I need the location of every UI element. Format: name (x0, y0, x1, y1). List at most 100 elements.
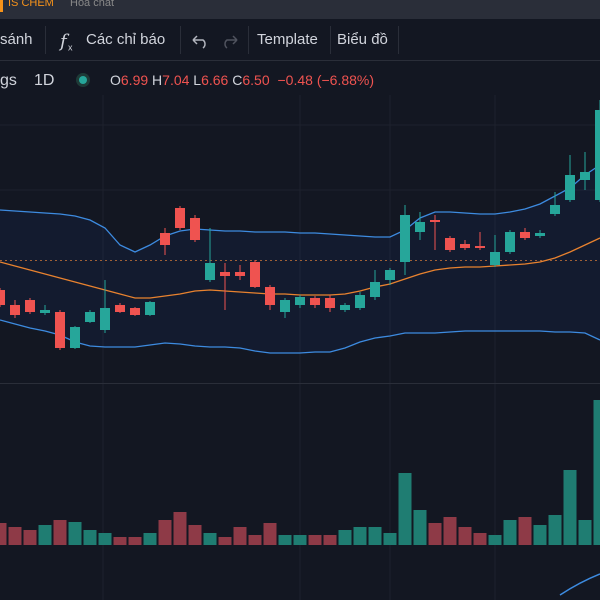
candle-body (25, 300, 35, 312)
change: −0.48 (−6.88%) (278, 72, 375, 88)
candle-body (175, 208, 185, 228)
volume-bar (488, 535, 502, 545)
volume-bar (278, 535, 292, 545)
candle-body (40, 310, 50, 313)
band-line (0, 164, 600, 253)
volume-bar (0, 523, 7, 545)
candle-body (235, 272, 245, 276)
volume-bar (98, 533, 112, 545)
candle-body (265, 287, 275, 305)
candle-body (205, 263, 215, 280)
volume-bar (473, 533, 487, 545)
label: O (110, 72, 121, 88)
volume-bar (158, 520, 172, 545)
candle-body (475, 246, 485, 248)
volume-bar (443, 517, 457, 545)
candle-body (70, 327, 80, 348)
candle-body (220, 272, 230, 276)
candle-body (490, 252, 500, 265)
indicators-button[interactable]: Các chỉ báo (86, 31, 165, 48)
candle-body (355, 295, 365, 308)
candle-body (595, 110, 600, 200)
candle-body (100, 308, 110, 330)
candle-body (460, 244, 470, 248)
value: 6.66 (201, 72, 228, 88)
candle-body (160, 233, 170, 245)
volume-bar (143, 533, 157, 545)
volume-bar (248, 535, 262, 545)
candle-body (10, 305, 20, 315)
redo-button[interactable] (224, 35, 238, 49)
candle-body (145, 302, 155, 315)
volume-bar (23, 530, 37, 545)
sector: Hóa chất (70, 0, 114, 9)
volume-bar (503, 520, 517, 545)
candle-body (85, 312, 95, 322)
volume-bar (398, 473, 412, 545)
volume-bar (323, 535, 337, 545)
legend-interval: 1D (34, 72, 54, 89)
indicator-line (559, 573, 600, 596)
candle-body (565, 175, 575, 200)
candle-body (280, 300, 290, 312)
volume-bar (128, 537, 142, 545)
volume-bar (83, 530, 97, 545)
volume-bar (293, 535, 307, 545)
symbol[interactable]: IS CHEM (8, 0, 54, 9)
compare-button[interactable]: sánh (0, 31, 33, 48)
volume-bar (578, 520, 592, 545)
value: 6.50 (242, 72, 269, 88)
volume-bar (308, 535, 322, 545)
volume-bar (593, 400, 600, 545)
chart (0, 100, 600, 545)
candle-body (130, 308, 140, 315)
legend-name: gs (0, 72, 17, 89)
chart-button[interactable]: Biểu đồ (337, 31, 388, 48)
value: 7.04 (162, 72, 189, 88)
candle-body (385, 270, 395, 280)
candle-body (400, 215, 410, 262)
volume-bar (173, 512, 187, 545)
top-bar (0, 0, 600, 18)
value: 6.99 (121, 72, 148, 88)
candle-body (310, 298, 320, 305)
volume-bar (188, 525, 202, 545)
candle-body (445, 238, 455, 250)
volume-bar (368, 527, 382, 545)
volume-bar (218, 537, 232, 545)
volume-bar (353, 527, 367, 545)
candle-body (580, 172, 590, 180)
candle-body (520, 232, 530, 238)
candle-body (55, 312, 65, 348)
volume-bar (563, 470, 577, 545)
volume-bar (8, 527, 22, 545)
label: H (152, 72, 162, 88)
band-line (0, 319, 600, 354)
candle-body (535, 233, 545, 236)
candle-body (295, 297, 305, 305)
candle-body (190, 218, 200, 240)
volume-bar (548, 515, 562, 545)
volume-bar (518, 517, 532, 545)
candle-body (340, 305, 350, 310)
volume-bar (338, 530, 352, 545)
volume-bar (533, 525, 547, 545)
candle-body (370, 282, 380, 297)
volume-bar (113, 537, 127, 545)
status-dot (79, 76, 87, 84)
volume-bar (458, 527, 472, 545)
candle-body (430, 220, 440, 222)
label: C (232, 72, 242, 88)
volume-bar (53, 520, 67, 545)
candle-body (250, 262, 260, 287)
volume-bar (203, 533, 217, 545)
volume-bar (413, 510, 427, 545)
undo-button[interactable] (192, 35, 206, 49)
template-button[interactable]: Template (257, 31, 318, 48)
label: L (193, 72, 201, 88)
volume-bar (428, 523, 442, 545)
candle-body (0, 290, 5, 305)
volume-bar (233, 527, 247, 545)
